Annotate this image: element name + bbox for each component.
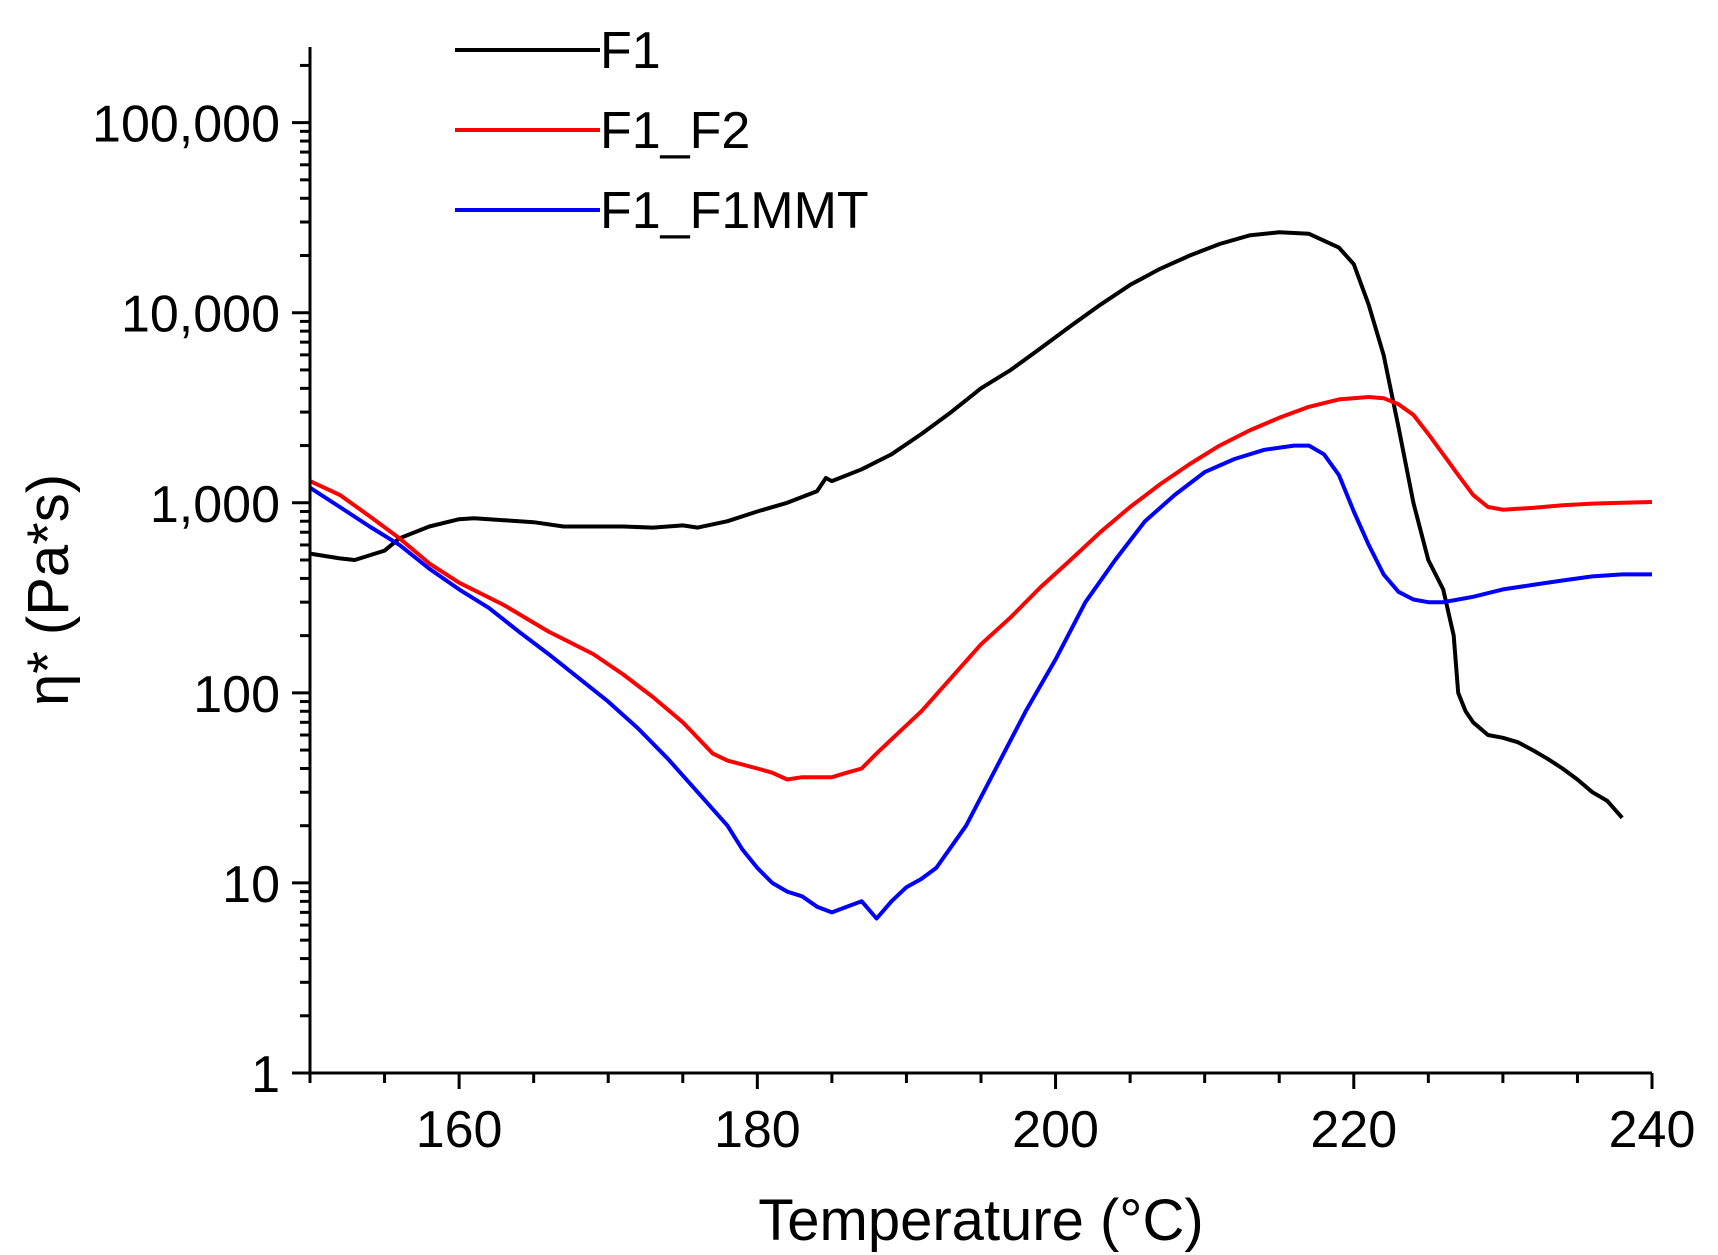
y-tick-label: 10: [222, 856, 280, 914]
series-line-f1: [309, 230, 1624, 820]
y-tick-label: 1: [251, 1046, 280, 1104]
x-tick-label: 240: [1609, 1101, 1696, 1159]
axes: [308, 47, 1652, 1075]
x-tick-label: 160: [416, 1101, 503, 1159]
y-tick-label: 10,000: [121, 286, 280, 344]
y-tick-label: 1,000: [150, 476, 280, 534]
y-axis-title: η* (Pa*s): [16, 474, 81, 706]
y-ticks: 1 10 100 1,000 10,000 100,000: [92, 63, 310, 1104]
x-tick-label: 200: [1012, 1101, 1099, 1159]
y-tick-label: 100: [193, 666, 280, 724]
series-line-f1-f1mmt: [308, 443, 1652, 921]
legend-label: F1_F1MMT: [600, 182, 869, 240]
legend-label: F1: [600, 22, 661, 80]
x-tick-label: 180: [714, 1101, 801, 1159]
x-ticks: 160 180 200 220 240: [308, 1073, 1696, 1159]
x-axis-title: Temperature (°C): [758, 1188, 1203, 1253]
legend-label: F1_F2: [600, 102, 750, 160]
plot-lines: [308, 230, 1653, 921]
x-tick-label: 220: [1310, 1101, 1397, 1159]
y-tick-label: 100,000: [92, 96, 280, 154]
series-line-f1-f2: [309, 395, 1653, 782]
legend: F1 F1_F2 F1_F1MMT: [455, 22, 869, 240]
